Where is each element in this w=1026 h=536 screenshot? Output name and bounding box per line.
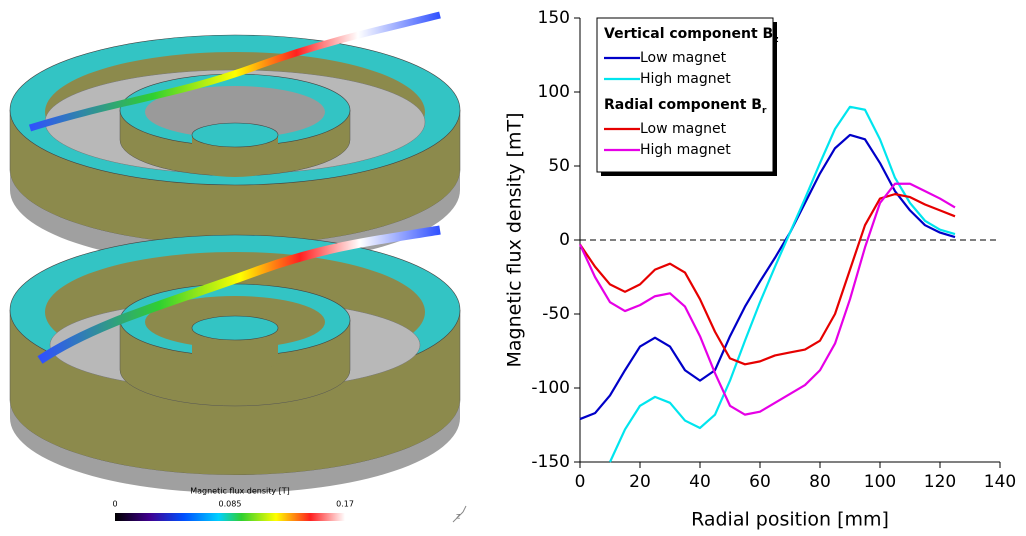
x-tick-label: 20: [629, 472, 651, 492]
y-tick-label: 150: [538, 8, 570, 28]
y-axis-label: Magnetic flux density [mT]: [504, 113, 526, 368]
x-tick-label: 60: [749, 472, 771, 492]
y-tick-label: -50: [542, 304, 570, 324]
legend: [596, 17, 774, 173]
x-tick-label: 0: [575, 472, 586, 492]
colorbar: [115, 513, 345, 521]
series-line: [579, 133, 956, 421]
x-tick-label: 40: [689, 472, 711, 492]
y-tick-label: 0: [559, 230, 570, 250]
y-tick-label: -150: [531, 452, 570, 472]
legend-group-title: Vertical component Bz: [604, 26, 778, 45]
series-line: [579, 193, 956, 366]
legend-group-title: Radial component Br: [604, 97, 767, 116]
legend-group-title-text: Vertical component B: [604, 26, 773, 42]
x-tick-label: 120: [924, 472, 956, 492]
legend-group-subscript: z: [773, 35, 778, 45]
legend-label: High magnet: [640, 71, 731, 87]
x-tick-label: 80: [809, 472, 831, 492]
x-axis-label: Radial position [mm]: [691, 509, 889, 531]
legend-label: Low magnet: [640, 121, 727, 137]
series-line: [579, 182, 956, 416]
legend-label: High magnet: [640, 142, 731, 158]
series-line: [609, 105, 956, 463]
axis-icon-label: z: [456, 512, 460, 521]
y-tick-label: 50: [548, 156, 570, 176]
legend-label: Low magnet: [640, 50, 727, 66]
axis-icon: [452, 505, 467, 523]
x-tick-label: 100: [864, 472, 896, 492]
colorbar-title: Magnetic flux density [T]: [190, 487, 290, 496]
colorbar-label: 0.085: [219, 500, 242, 509]
colorbar-label: 0: [112, 500, 117, 509]
colorbar-label: 0.17: [336, 500, 354, 509]
x-tick-label: 140: [984, 472, 1016, 492]
render-top: [9, 11, 461, 265]
y-tick-label: -100: [531, 378, 570, 398]
legend-group-title-text: Radial component B: [604, 97, 762, 113]
legend-group-subscript: r: [762, 106, 767, 116]
render-bottom: [9, 225, 461, 493]
y-tick-label: 100: [538, 82, 570, 102]
